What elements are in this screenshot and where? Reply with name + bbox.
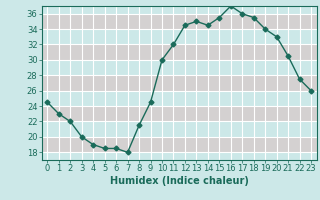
- Bar: [42, 106, 317, 121]
- Bar: [42, 45, 317, 60]
- Bar: [42, 75, 317, 91]
- X-axis label: Humidex (Indice chaleur): Humidex (Indice chaleur): [110, 176, 249, 186]
- Bar: [42, 137, 317, 152]
- Bar: [42, 14, 317, 29]
